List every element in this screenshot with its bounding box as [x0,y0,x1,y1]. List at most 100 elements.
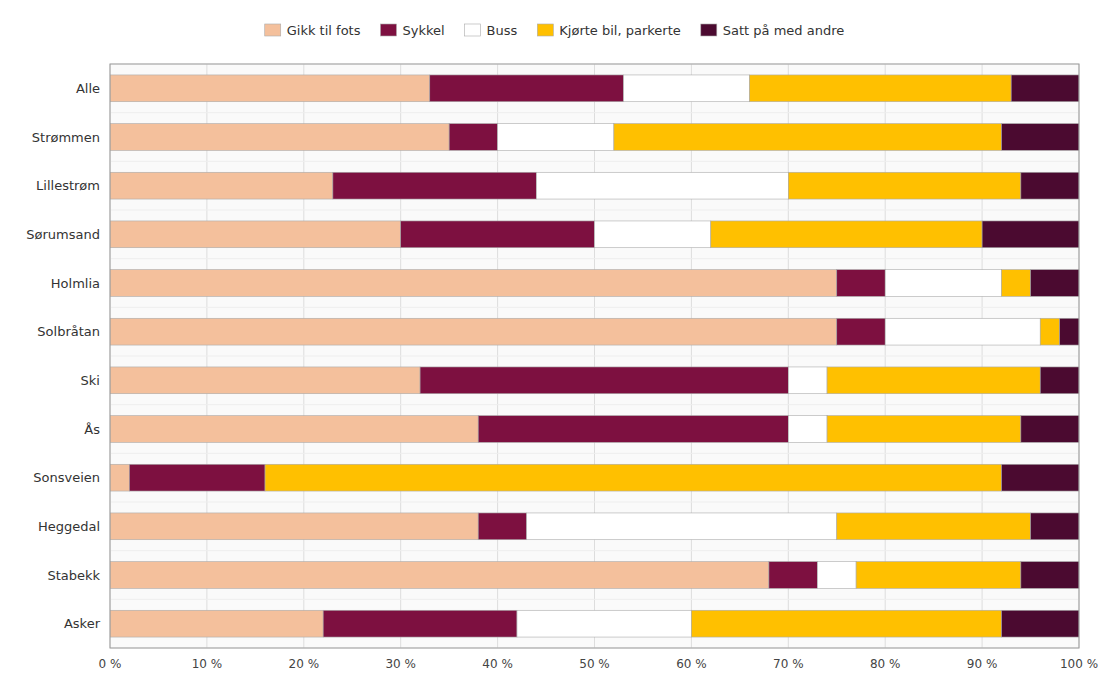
bar-segment [1001,124,1079,151]
bar-segment [595,221,711,248]
legend-swatch [380,24,396,36]
bar-segment [1021,172,1079,199]
bar-segment [1031,513,1079,540]
bar-segment [788,367,827,394]
row-separator [110,258,1079,259]
bar-segment [1031,270,1079,297]
bar-segment [624,75,750,102]
bar-segment [333,172,536,199]
x-tick-label: 80 % [870,657,901,671]
x-tick-label: 50 % [579,657,610,671]
bar-segment [1060,318,1079,345]
bar-segment [265,464,1001,491]
bar-segment [110,75,430,102]
x-tick-label: 40 % [482,657,513,671]
legend-item: Satt på med andre [701,23,844,38]
bar-segment [711,221,982,248]
bar-segment [110,367,420,394]
legend-label: Kjørte bil, parkerte [559,23,680,38]
bar-segment [110,221,401,248]
x-tick-label: 100 % [1060,657,1098,671]
bar-segment [110,610,323,637]
row-separator [110,404,1079,405]
bar-segment [1021,416,1079,443]
bar-segment [449,124,497,151]
bar-segment [856,562,1021,589]
bar-segment [788,172,1021,199]
row-separator [110,161,1079,162]
row-separator [110,502,1079,503]
row-separator [110,453,1079,454]
bar-segment [1001,464,1079,491]
row-separator [110,599,1079,600]
bar-segment [517,610,691,637]
category-label: Lillestrøm [36,178,100,193]
bar-segment [1021,562,1079,589]
bar-segment [110,562,769,589]
bar-segment [817,562,856,589]
legend-swatch [537,24,553,36]
category-label: Holmlia [51,276,100,291]
bar-segment [614,124,1002,151]
row-separator [110,307,1079,308]
category-label: Strømmen [32,130,100,145]
bar-segment [110,318,837,345]
legend-swatch [265,24,281,36]
category-label: Ski [81,373,100,388]
bar-segment [110,124,449,151]
bar-segment [827,367,1040,394]
bar-segment [837,270,885,297]
x-tick-label: 90 % [967,657,998,671]
category-label: Stabekk [47,568,100,583]
legend-swatch [701,24,717,36]
bar-segment [478,416,788,443]
plot-background [110,64,1079,648]
bar-segment [478,513,526,540]
bar-segment [691,610,1001,637]
bar-segment [1001,610,1079,637]
x-tick-label: 0 % [99,657,122,671]
bar-segment [323,610,517,637]
bar-segment [827,416,1021,443]
category-label: Solbråtan [37,324,100,339]
bar-segment [769,562,817,589]
legend-label: Sykkel [402,23,444,38]
bar-segment [110,172,333,199]
bar-segment [110,513,478,540]
bar-segment [837,513,1031,540]
row-separator [110,550,1079,551]
bar-segment [401,221,595,248]
bar-segment [885,270,1001,297]
bar-segment [837,318,885,345]
category-label: Sonsveien [33,470,100,485]
bar-segment [536,172,788,199]
x-tick-label: 70 % [773,657,804,671]
legend-label: Satt på med andre [723,23,844,38]
bar-segment [110,464,129,491]
x-tick-label: 20 % [289,657,320,671]
bar-segment [430,75,624,102]
chart: 0 %10 %20 %30 %40 %50 %60 %70 %80 %90 %1… [0,0,1109,692]
bar-segment [1040,367,1079,394]
legend-item: Gikk til fots [265,23,361,38]
legend: Gikk til fots Sykkel Buss Kjørte bil, parke… [265,23,845,38]
bar-segment [420,367,788,394]
bar-segment [1040,318,1059,345]
legend-item: Kjørte bil, parkerte [537,23,680,38]
bar-segment [750,75,1012,102]
legend-item: Buss [465,23,518,38]
x-tick-label: 30 % [385,657,416,671]
bar-segment [527,513,837,540]
category-label: Ås [84,422,100,437]
bar-segment [788,416,827,443]
bar-segment [885,318,1040,345]
bar-segment [1011,75,1079,102]
bar-segment [110,270,837,297]
legend-swatch [465,24,481,36]
bar-segment [129,464,265,491]
bar-segment [498,124,614,151]
legend-item: Sykkel [380,23,444,38]
bar-segment [982,221,1079,248]
category-label: Asker [64,616,101,631]
category-label: Heggedal [38,519,100,534]
